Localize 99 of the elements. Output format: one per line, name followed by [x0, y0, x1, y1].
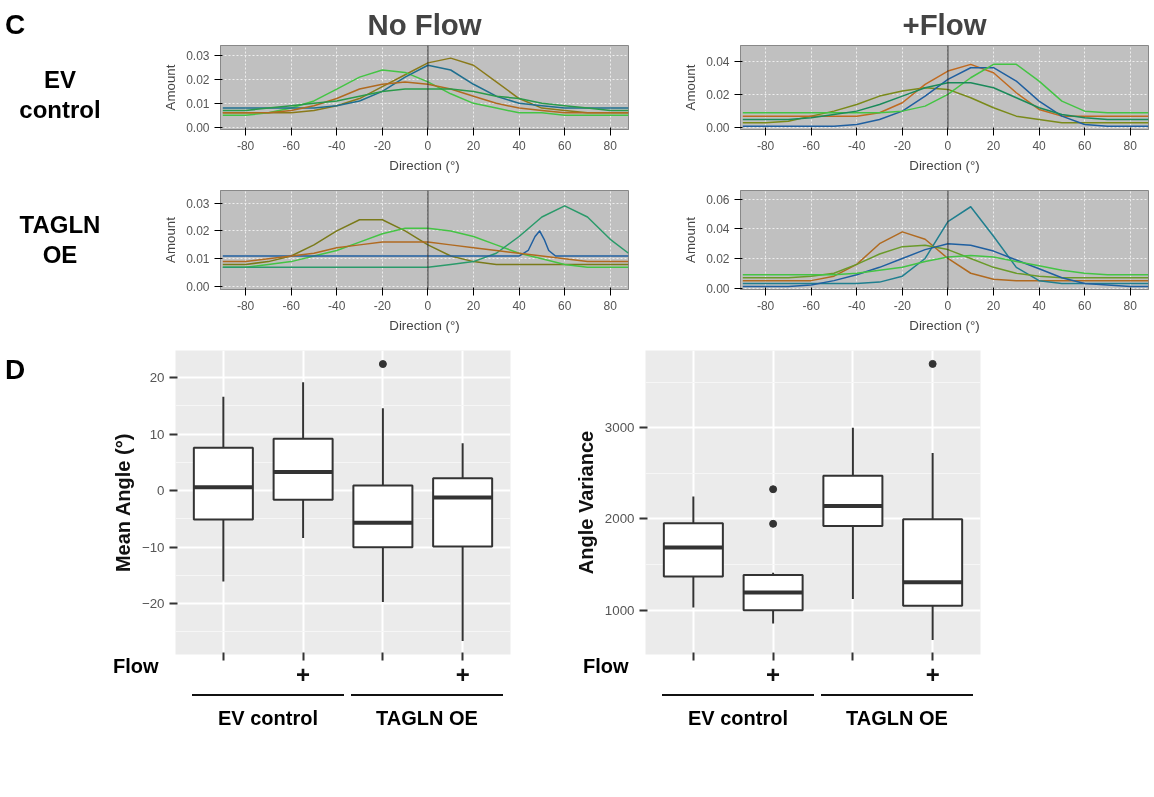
y-tick-label: 0.02 [186, 224, 210, 239]
y-axis-title: Angle Variance [574, 430, 597, 575]
x-tick-label: -60 [802, 298, 821, 313]
x-tick-label: 40 [1032, 298, 1047, 313]
x-tick-label: 80 [1123, 298, 1138, 313]
x-tick-label: 60 [558, 298, 572, 313]
y-tick-label: 0.04 [706, 222, 730, 237]
x-tick-label: 20 [466, 138, 481, 153]
x-tick-label: 20 [466, 298, 481, 313]
y-tick-label: 10 [149, 426, 165, 442]
x-tick-label: -60 [802, 138, 821, 153]
x-tick-label: -20 [373, 298, 392, 313]
x-tick-label: -80 [756, 298, 775, 313]
x-tick-label: + [766, 660, 781, 688]
text: Flow [113, 654, 159, 679]
x-tick-label: 80 [1123, 138, 1138, 153]
y-tick-label: 0.03 [186, 49, 210, 64]
x-tick-label: 0 [424, 298, 432, 313]
text: EV control [18, 65, 102, 125]
x-tick-label: -20 [893, 298, 912, 313]
line-series [742, 87, 1149, 124]
x-axis-title: Direction (°) [909, 317, 980, 333]
y-axis-title: Mean Angle (°) [111, 433, 134, 573]
y-tick-label: 0.01 [186, 252, 210, 267]
y-tick-label: 0.02 [706, 87, 730, 102]
x-tick-label: + [296, 660, 311, 688]
y-tick-label: −10 [141, 539, 165, 555]
x-tick-label: 0 [944, 138, 952, 153]
x-tick-label: 0 [944, 298, 952, 313]
text: TAGLN OE [351, 694, 503, 733]
x-tick-label: 60 [558, 138, 572, 153]
x-tick-label: 60 [1078, 138, 1092, 153]
y-tick-label: 0.00 [186, 120, 210, 135]
line-series [742, 206, 1149, 285]
y-tick-label: 20 [149, 370, 165, 386]
y-tick-label: 0.01 [186, 96, 210, 111]
x-tick-label: -60 [282, 138, 301, 153]
x-tick-label: -80 [236, 138, 255, 153]
x-tick-label: -40 [328, 138, 346, 153]
line-series [222, 81, 629, 114]
line-series [222, 88, 629, 112]
x-tick-label: -40 [848, 298, 866, 313]
y-tick-label: 1000 [604, 602, 635, 618]
x-tick-label: 0 [424, 138, 432, 153]
chart-title: +Flow [902, 7, 987, 41]
x-axis-title: Direction (°) [389, 317, 460, 333]
x-tick-label: + [925, 660, 940, 688]
y-tick-label: 0.02 [706, 251, 730, 266]
x-tick-label: 40 [1032, 138, 1047, 153]
line-series [222, 219, 629, 266]
text: TAGLN OE [18, 210, 102, 270]
line-series [742, 81, 1149, 121]
x-tick-label: 20 [986, 138, 1001, 153]
y-tick-label: 0.02 [186, 73, 210, 88]
x-tick-label: 40 [512, 298, 527, 313]
text: D [5, 353, 26, 387]
line-series [222, 205, 629, 268]
x-tick-label: -20 [893, 138, 912, 153]
line-series [222, 230, 629, 257]
x-axis-title: Direction (°) [909, 157, 980, 173]
chart-title: No Flow [367, 7, 482, 41]
x-tick-label: 20 [986, 298, 1001, 313]
line-series [222, 69, 629, 116]
text: EV control [662, 694, 814, 733]
x-tick-label: -80 [756, 138, 775, 153]
x-tick-label: -40 [848, 138, 866, 153]
y-tick-label: 0.06 [706, 192, 730, 207]
line-series [222, 241, 629, 263]
text: C [5, 8, 27, 42]
x-tick-label: 40 [512, 138, 527, 153]
y-tick-label: 0.00 [186, 280, 210, 295]
x-tick-label: -20 [373, 138, 392, 153]
x-tick-label: + [455, 660, 470, 688]
x-axis-title: Direction (°) [389, 157, 460, 173]
line-series [742, 254, 1149, 276]
x-tick-label: -60 [282, 298, 301, 313]
x-tick-label: 80 [603, 298, 618, 313]
y-tick-label: 0.03 [186, 196, 210, 211]
y-tick-label: 3000 [604, 420, 635, 436]
x-tick-label: -40 [328, 298, 346, 313]
x-tick-label: 60 [1078, 298, 1092, 313]
y-axis-title: Amount [163, 216, 179, 263]
x-tick-label: -80 [236, 298, 255, 313]
text: EV control [192, 694, 344, 733]
text: TAGLN OE [821, 694, 973, 733]
y-tick-label: 0.00 [706, 121, 730, 136]
y-axis-title: Amount [683, 216, 699, 263]
text: Flow [583, 654, 629, 679]
line-series [742, 231, 1149, 282]
y-axis-title: Amount [683, 64, 699, 111]
line-series [742, 244, 1149, 279]
y-tick-label: 0.00 [706, 281, 730, 296]
line-series [222, 64, 629, 109]
y-tick-label: 2000 [604, 511, 635, 527]
y-tick-label: −20 [141, 596, 165, 612]
y-axis-title: Amount [163, 64, 179, 111]
x-tick-label: 80 [603, 138, 618, 153]
y-tick-label: 0 [157, 483, 165, 499]
y-tick-label: 0.04 [706, 54, 730, 69]
